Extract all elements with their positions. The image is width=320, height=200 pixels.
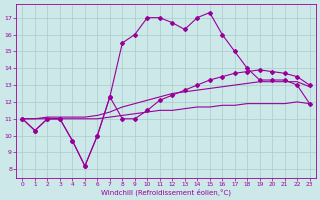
X-axis label: Windchill (Refroidissement éolien,°C): Windchill (Refroidissement éolien,°C) xyxy=(101,188,231,196)
